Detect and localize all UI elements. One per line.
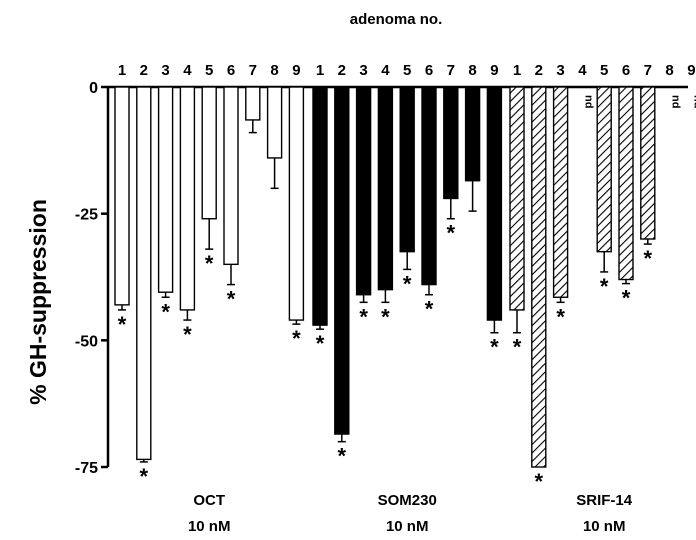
chart-title: adenoma no.: [350, 11, 443, 28]
y-tick-label: -75: [75, 460, 98, 477]
significance-asterisk: *: [447, 221, 456, 246]
group-concentration-label: 10 nM: [583, 518, 626, 535]
significance-asterisk: *: [292, 326, 301, 351]
bar: [288, 86, 305, 321]
bar: [531, 86, 547, 468]
bar: [245, 86, 261, 121]
bars-layer: [114, 86, 656, 468]
group-concentration-label: 10 nM: [188, 518, 231, 535]
significance-asterisk: *: [381, 304, 390, 329]
adenoma-number-label: 8: [665, 62, 673, 79]
adenoma-number-label: 4: [578, 62, 587, 79]
adenoma-number-label: 5: [403, 62, 411, 79]
bar: [618, 86, 634, 281]
significance-asterisk: *: [425, 297, 434, 322]
adenoma-number-label: 6: [227, 62, 235, 79]
y-tick-label: -25: [75, 207, 98, 224]
bar: [509, 86, 525, 311]
bar: [114, 86, 130, 306]
significance-asterisk: *: [644, 246, 653, 271]
bar: [552, 86, 569, 298]
adenoma-number-label: 1: [513, 62, 521, 79]
y-tick-label: -50: [75, 333, 98, 350]
bar: [421, 86, 437, 286]
adenoma-number-label: 9: [687, 62, 695, 79]
significance-asterisk: *: [118, 312, 127, 337]
significance-asterisk: *: [622, 286, 631, 311]
bar: [179, 86, 196, 311]
significance-asterisk: *: [556, 304, 565, 329]
adenoma-number-label: 9: [490, 62, 498, 79]
significance-asterisk: *: [316, 331, 325, 356]
adenoma-number-label: 7: [447, 62, 455, 79]
significance-asterisk: *: [490, 335, 499, 360]
group-name-label: SRIF-14: [576, 492, 633, 509]
adenoma-number-label: 3: [359, 62, 367, 79]
adenoma-number-label: 4: [381, 62, 390, 79]
group-concentration-label: 10 nM: [386, 518, 429, 535]
significance-asterisk: *: [205, 251, 214, 276]
not-determined-label: nd: [691, 95, 696, 108]
y-tick-label: 0: [89, 80, 98, 97]
bar: [640, 86, 656, 240]
bar: [399, 86, 415, 253]
adenoma-number-label: 8: [468, 62, 476, 79]
adenoma-number-label: 9: [292, 62, 300, 79]
adenoma-number-label: 3: [161, 62, 169, 79]
adenoma-number-label: 2: [338, 62, 346, 79]
adenoma-number-label: 1: [316, 62, 324, 79]
significance-asterisk: *: [403, 271, 412, 296]
bar: [464, 86, 481, 182]
adenoma-number-label: 6: [622, 62, 630, 79]
adenoma-number-label: 7: [249, 62, 257, 79]
significance-asterisk: *: [140, 464, 149, 489]
significance-asterisk: *: [513, 335, 522, 360]
not-determined-label: nd: [582, 95, 594, 108]
bar: [312, 86, 328, 326]
significance-asterisk: *: [535, 469, 544, 494]
bar: [355, 86, 372, 296]
not-determined-label: nd: [670, 95, 682, 108]
adenoma-number-label: 5: [600, 62, 608, 79]
bar: [486, 86, 503, 321]
bar: [157, 86, 174, 293]
adenoma-number-label: 8: [270, 62, 278, 79]
bar: [596, 86, 612, 253]
group-name-label: SOM230: [378, 492, 437, 509]
adenoma-number-label: 2: [535, 62, 543, 79]
adenoma-number-label: 2: [140, 62, 148, 79]
adenoma-number-label: 5: [205, 62, 213, 79]
bar: [334, 86, 350, 435]
bar: [443, 86, 459, 200]
significance-asterisk: *: [161, 299, 170, 324]
bar: [377, 86, 394, 291]
significance-asterisk: *: [338, 444, 347, 469]
adenoma-number-label: 6: [425, 62, 433, 79]
significance-asterisk: *: [227, 287, 236, 312]
y-axis-label: % GH-suppression: [25, 199, 51, 405]
adenoma-number-label: 7: [644, 62, 652, 79]
bar: [266, 86, 283, 159]
significance-asterisk: *: [600, 274, 609, 299]
bar: [201, 86, 217, 220]
significance-asterisk: *: [183, 322, 192, 347]
bar: [223, 86, 239, 266]
group-name-label: OCT: [193, 492, 225, 509]
adenoma-number-label: 3: [556, 62, 564, 79]
adenoma-number-label: 1: [118, 62, 126, 79]
significance-asterisk: *: [359, 304, 368, 329]
bar: [136, 86, 152, 461]
adenoma-number-label: 4: [183, 62, 192, 79]
